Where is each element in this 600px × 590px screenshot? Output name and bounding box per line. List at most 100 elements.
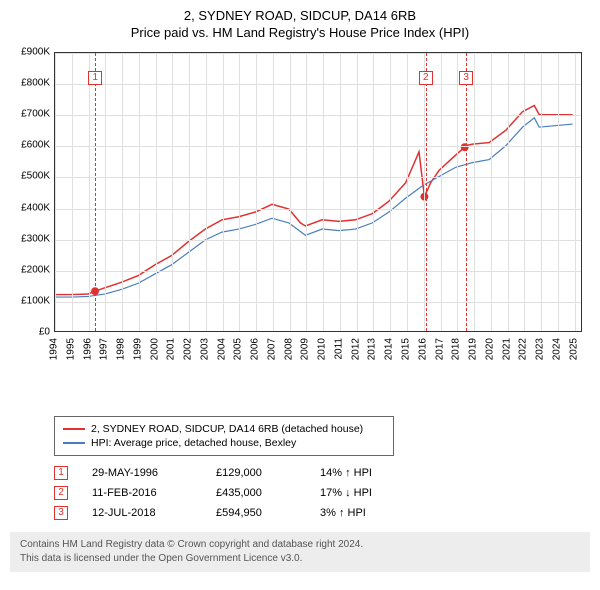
xtick-label: 1996 — [82, 338, 93, 360]
sales-row: 211-FEB-2016£435,00017% ↓ HPI — [54, 486, 590, 500]
xtick-label: 2001 — [166, 338, 177, 360]
gridline-v — [172, 53, 173, 331]
xtick-label: 2007 — [266, 338, 277, 360]
sales-price: £594,950 — [216, 507, 296, 519]
series-line — [55, 106, 573, 295]
xtick-label: 2008 — [283, 338, 294, 360]
gridline-v — [541, 53, 542, 331]
gridline-h — [55, 209, 581, 210]
gridline-v — [156, 53, 157, 331]
sale-marker-line — [426, 53, 427, 331]
xtick-label: 2000 — [149, 338, 160, 360]
footer: Contains HM Land Registry data © Crown c… — [10, 532, 590, 572]
gridline-v — [441, 53, 442, 331]
gridline-v — [474, 53, 475, 331]
gridline-v — [105, 53, 106, 331]
gridline-h — [55, 115, 581, 116]
gridline-v — [72, 53, 73, 331]
gridline-v — [189, 53, 190, 331]
gridline-v — [256, 53, 257, 331]
gridline-v — [491, 53, 492, 331]
gridline-v — [290, 53, 291, 331]
gridline-h — [55, 84, 581, 85]
ytick-label: £800K — [10, 78, 50, 89]
sales-diff: 14% ↑ HPI — [320, 467, 410, 479]
chart-area: 123 £0£100K£200K£300K£400K£500K£600K£700… — [10, 52, 590, 372]
ytick-label: £200K — [10, 264, 50, 275]
gridline-v — [206, 53, 207, 331]
gridline-v — [407, 53, 408, 331]
xtick-label: 2014 — [384, 338, 395, 360]
xtick-label: 2002 — [183, 338, 194, 360]
gridline-v — [575, 53, 576, 331]
gridline-v — [424, 53, 425, 331]
footer-line1: Contains HM Land Registry data © Crown c… — [20, 538, 580, 552]
sale-marker-badge: 3 — [459, 71, 473, 85]
legend-item: 2, SYDNEY ROAD, SIDCUP, DA14 6RB (detach… — [63, 423, 385, 435]
ytick-label: £300K — [10, 233, 50, 244]
gridline-v — [357, 53, 358, 331]
gridline-h — [55, 271, 581, 272]
sales-row: 1 29-MAY-1996 £129,000 14% ↑ HPI — [54, 466, 590, 480]
sale-marker-line — [95, 53, 96, 331]
ytick-label: £600K — [10, 140, 50, 151]
legend-item: HPI: Average price, detached house, Bexl… — [63, 437, 385, 449]
xtick-label: 2023 — [535, 338, 546, 360]
xtick-label: 2009 — [300, 338, 311, 360]
xtick-label: 2018 — [451, 338, 462, 360]
gridline-v — [55, 53, 56, 331]
xtick-label: 1995 — [65, 338, 76, 360]
xtick-label: 2019 — [468, 338, 479, 360]
sales-date: 29-MAY-1996 — [92, 467, 192, 479]
ytick-label: £700K — [10, 109, 50, 120]
plot-area: 123 — [54, 52, 582, 332]
sales-price: £129,000 — [216, 467, 296, 479]
gridline-v — [558, 53, 559, 331]
gridline-h — [55, 146, 581, 147]
xtick-label: 2022 — [518, 338, 529, 360]
sales-price: £435,000 — [216, 487, 296, 499]
gridline-v — [273, 53, 274, 331]
gridline-v — [139, 53, 140, 331]
gridline-v — [306, 53, 307, 331]
sales-diff: 3% ↑ HPI — [320, 507, 410, 519]
gridline-v — [457, 53, 458, 331]
xtick-label: 2025 — [568, 338, 579, 360]
sales-badge: 3 — [54, 506, 68, 520]
sale-marker-line — [466, 53, 467, 331]
sales-badge: 2 — [54, 486, 68, 500]
xtick-label: 2015 — [401, 338, 412, 360]
gridline-v — [323, 53, 324, 331]
sales-badge: 1 — [54, 466, 68, 480]
sale-marker-badge: 1 — [88, 71, 102, 85]
sales-table: 1 29-MAY-1996 £129,000 14% ↑ HPI 2 11-FEB-201… — [54, 466, 590, 520]
chart-container: 2, SYDNEY ROAD, SIDCUP, DA14 6RB Price p… — [0, 0, 600, 590]
sales-date: 11-FEB-2016 — [92, 487, 192, 499]
sales-date: 12-JUL-2018 — [92, 507, 192, 519]
legend: 2, SYDNEY ROAD, SIDCUP, DA14 6RB (detach… — [54, 416, 394, 456]
xtick-label: 2013 — [367, 338, 378, 360]
xtick-label: 1994 — [49, 338, 60, 360]
xtick-label: 2016 — [417, 338, 428, 360]
gridline-v — [508, 53, 509, 331]
chart-subtitle: Price paid vs. HM Land Registry's House … — [10, 25, 590, 40]
xtick-label: 2020 — [484, 338, 495, 360]
ytick-label: £0 — [10, 327, 50, 338]
gridline-v — [239, 53, 240, 331]
ytick-label: £100K — [10, 295, 50, 306]
sales-row: 3 12-JUL-2018 £594,950 3% ↑ HPI — [54, 506, 590, 520]
gridline-v — [390, 53, 391, 331]
legend-label: HPI: Average price, detached house, Bexl… — [91, 437, 296, 449]
chart-title: 2, SYDNEY ROAD, SIDCUP, DA14 6RB — [10, 8, 590, 23]
xtick-label: 2006 — [250, 338, 261, 360]
gridline-h — [55, 302, 581, 303]
gridline-v — [524, 53, 525, 331]
legend-swatch — [63, 442, 85, 444]
legend-label: 2, SYDNEY ROAD, SIDCUP, DA14 6RB (detach… — [91, 423, 363, 435]
chart-svg — [55, 53, 581, 331]
gridline-h — [55, 53, 581, 54]
xtick-label: 2011 — [333, 338, 344, 360]
xtick-label: 2005 — [233, 338, 244, 360]
ytick-label: £900K — [10, 47, 50, 58]
xtick-label: 2024 — [551, 338, 562, 360]
